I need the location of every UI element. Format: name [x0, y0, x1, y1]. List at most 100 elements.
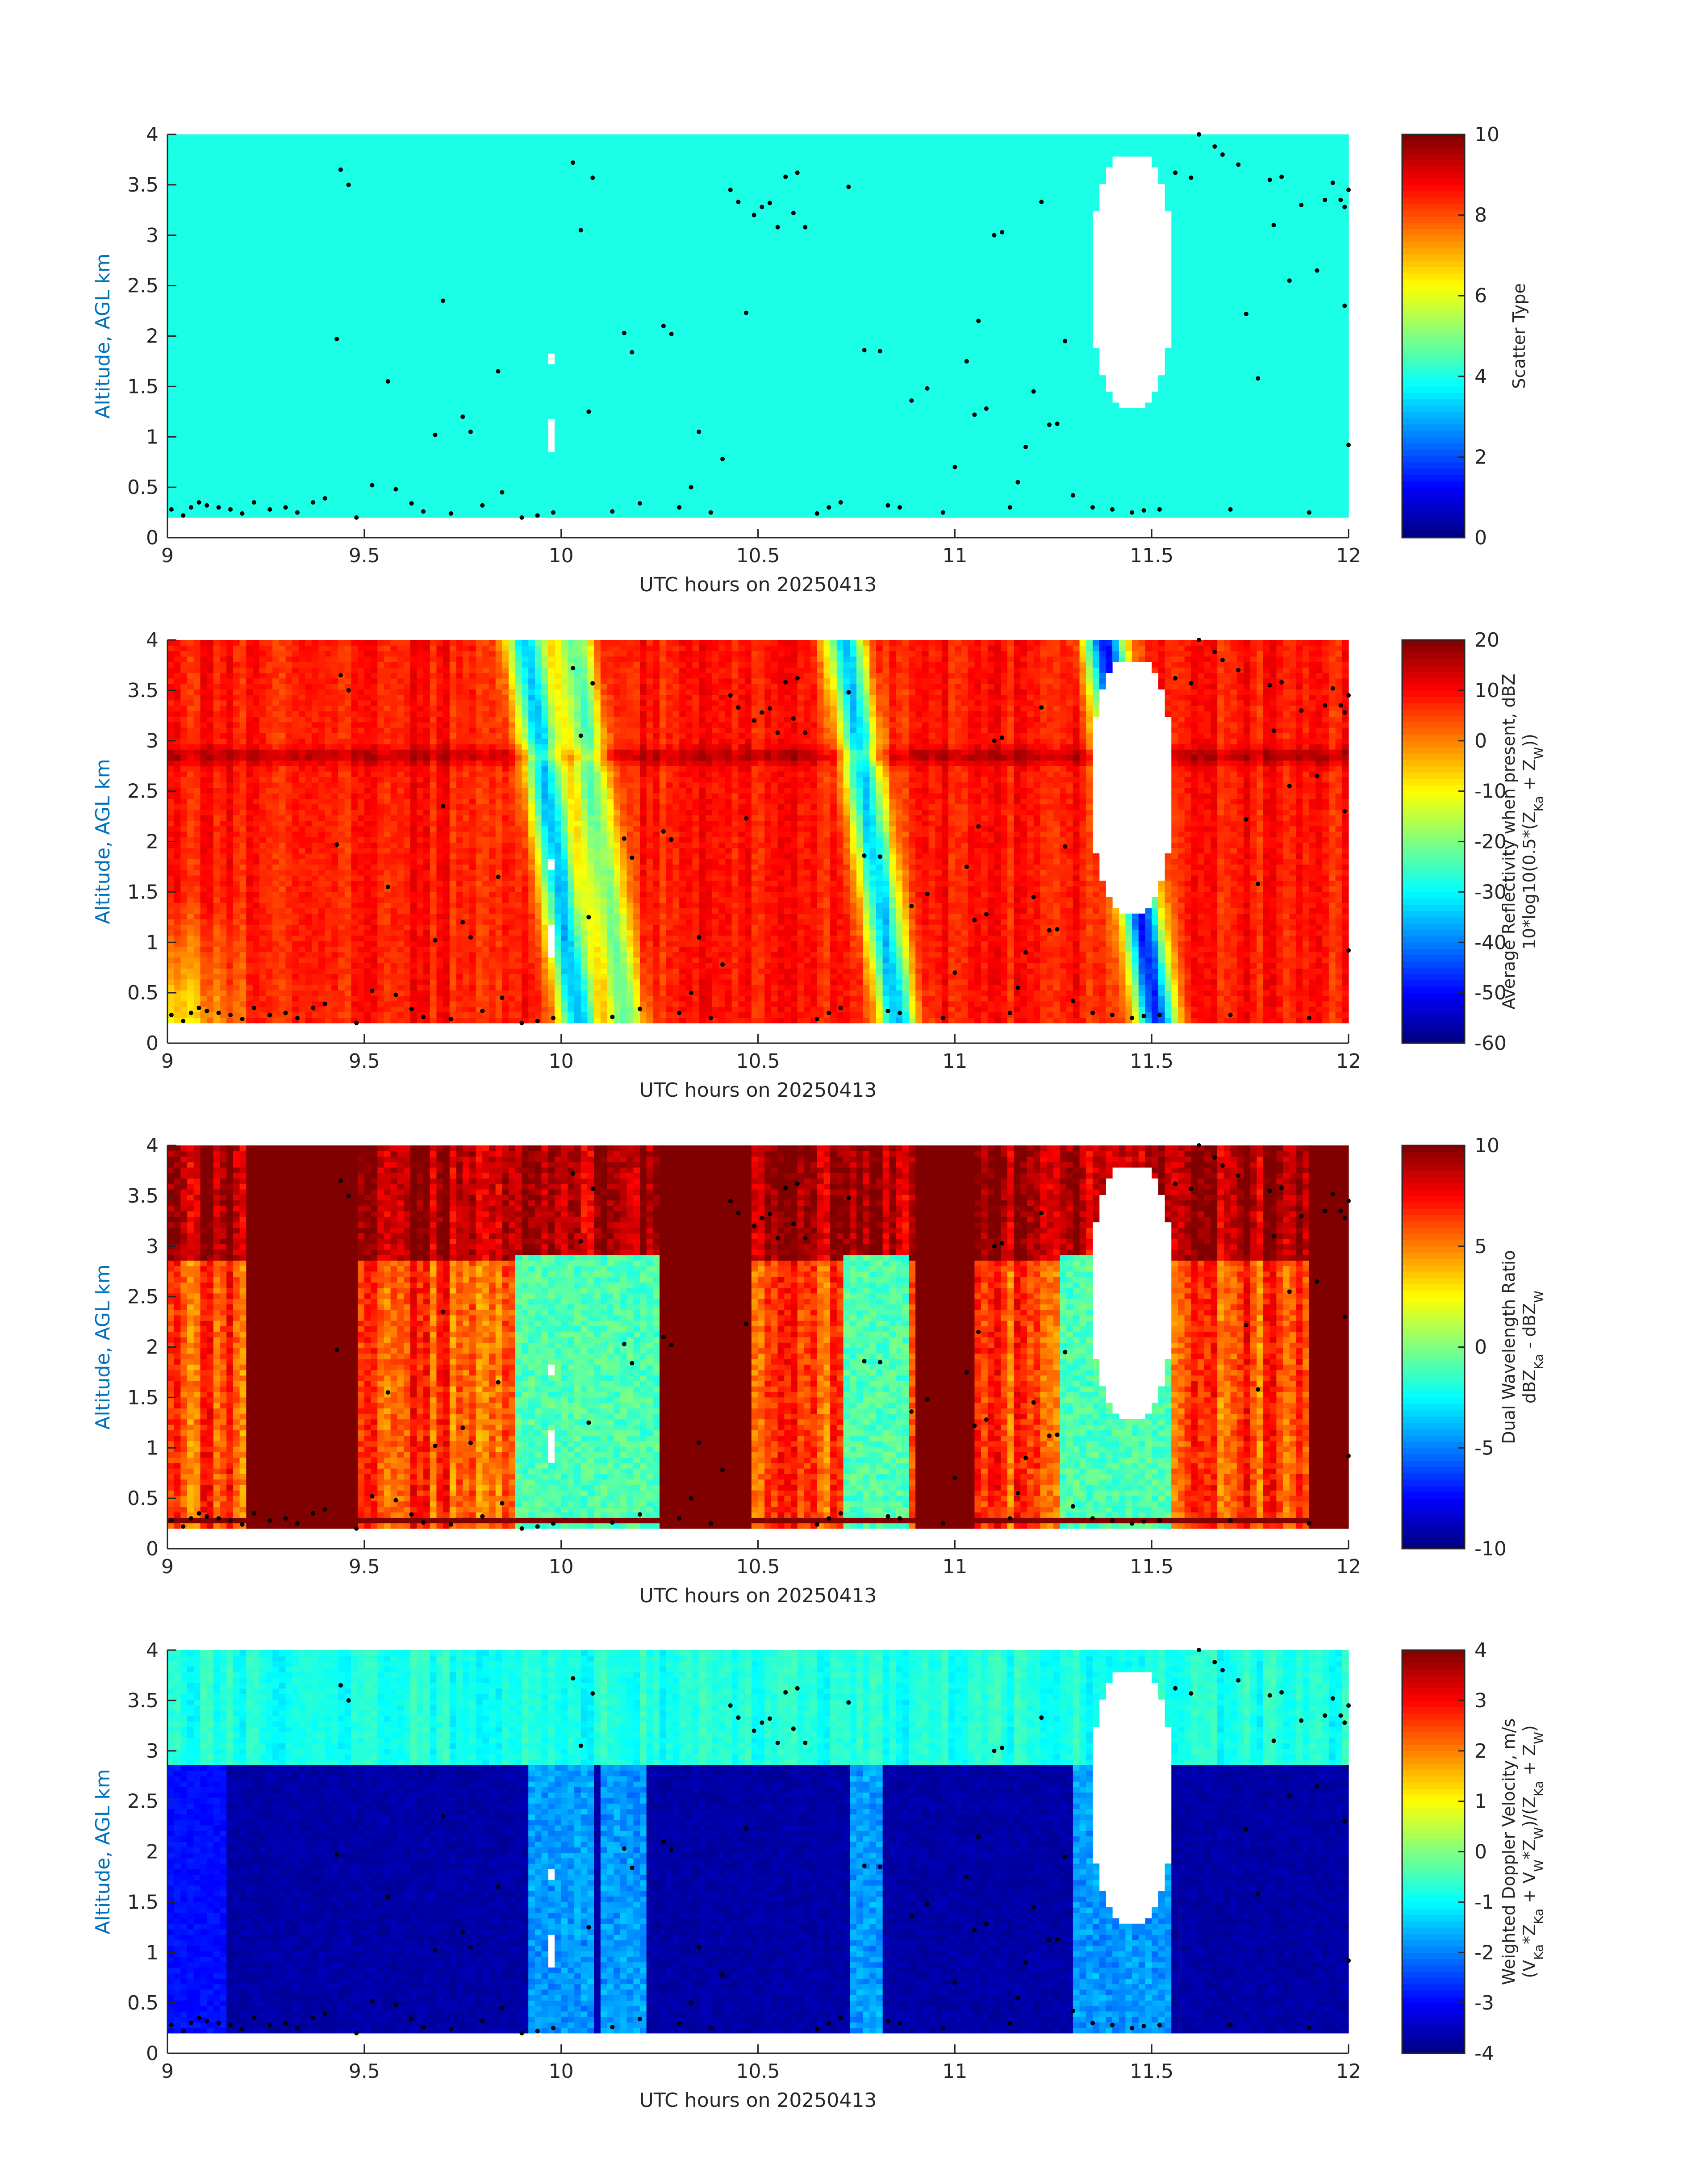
heatmap-cell [200, 309, 207, 315]
heatmap-cell [253, 167, 259, 173]
heatmap-cell [246, 321, 253, 326]
heatmap-cell [240, 321, 246, 326]
heatmap-cell [174, 200, 181, 206]
heatmap-cell [246, 386, 253, 392]
heatmap-cell [220, 321, 227, 326]
heatmap-cell [167, 364, 174, 370]
heatmap-cell [240, 430, 246, 436]
heatmap-cell [233, 452, 240, 458]
heatmap-cell [220, 380, 227, 386]
heatmap-cell [200, 156, 207, 162]
heatmap-cell [213, 359, 220, 364]
heatmap-cell [174, 353, 181, 359]
heatmap-cell [259, 463, 266, 468]
heatmap-cell [187, 233, 194, 239]
heatmap-cell [253, 337, 259, 343]
heatmap-cell [226, 156, 233, 162]
heatmap-cell [279, 375, 286, 381]
heatmap-cell [259, 380, 266, 386]
heatmap-cell [246, 227, 253, 233]
heatmap-cell [200, 162, 207, 167]
heatmap-cell [246, 375, 253, 381]
heatmap-cell [194, 380, 200, 386]
heatmap-cell [246, 364, 253, 370]
heatmap-cell [246, 277, 253, 283]
heatmap-cell [286, 205, 292, 211]
heatmap-cell [220, 364, 227, 370]
heatmap-cell [207, 474, 213, 480]
heatmap-cell [292, 227, 299, 233]
heatmap-cell [286, 304, 292, 310]
heatmap-cell [167, 397, 174, 403]
heatmap-cell [207, 304, 213, 310]
heatmap-cell [272, 468, 279, 474]
heatmap-cell [207, 430, 213, 436]
heatmap-cell [200, 205, 207, 211]
heatmap-cell [299, 430, 305, 436]
heatmap-cell [220, 485, 227, 490]
heatmap-cell [286, 146, 292, 151]
heatmap-cell [272, 441, 279, 447]
heatmap-cell [226, 189, 233, 195]
heatmap-cell [187, 178, 194, 184]
heatmap-cell [279, 233, 286, 239]
heatmap-cell [246, 184, 253, 189]
heatmap-cell [259, 414, 266, 419]
heatmap-cell [279, 452, 286, 458]
heatmap-cell [200, 343, 207, 348]
heatmap-cell [200, 447, 207, 452]
heatmap-cell [194, 343, 200, 348]
heatmap-cell [180, 392, 187, 397]
heatmap-cell [180, 479, 187, 485]
heatmap-cell [226, 205, 233, 211]
heatmap-cell [299, 315, 305, 321]
heatmap-cell [259, 353, 266, 359]
heatmap-cell [259, 288, 266, 293]
heatmap-cell [226, 447, 233, 452]
heatmap-cell [286, 408, 292, 414]
heatmap-cell [187, 146, 194, 151]
heatmap-cell [272, 271, 279, 277]
heatmap-cell [305, 457, 312, 463]
heatmap-cell [240, 414, 246, 419]
heatmap-cell [259, 386, 266, 392]
heatmap-cell [167, 321, 174, 326]
heatmap-cell [200, 457, 207, 463]
heatmap-cell [272, 512, 279, 518]
heatmap-cell [259, 140, 266, 146]
heatmap-cell [200, 211, 207, 217]
heatmap-cell [279, 260, 286, 266]
heatmap-cell [200, 282, 207, 288]
heatmap-cell [286, 353, 292, 359]
heatmap-cell [207, 233, 213, 239]
heatmap-cell [200, 419, 207, 425]
heatmap-cell [207, 140, 213, 146]
heatmap-cell [272, 331, 279, 337]
heatmap-cell [207, 370, 213, 376]
heatmap-cell [279, 496, 286, 501]
heatmap-cell [240, 217, 246, 222]
heatmap-cell [292, 501, 299, 507]
heatmap-cell [187, 184, 194, 189]
heatmap-cell [272, 134, 279, 140]
heatmap-cell [240, 435, 246, 441]
heatmap-cell [279, 156, 286, 162]
heatmap-cell [213, 238, 220, 244]
heatmap-cell [253, 463, 259, 468]
heatmap-cell [259, 479, 266, 485]
heatmap-cell [220, 162, 227, 167]
heatmap-cell [187, 255, 194, 261]
heatmap-cell [233, 266, 240, 272]
heatmap-cell [167, 463, 174, 468]
heatmap-cell [259, 134, 266, 140]
heatmap-cell [253, 359, 259, 364]
heatmap-cell [279, 222, 286, 228]
heatmap-cell [220, 244, 227, 250]
heatmap-cell [240, 173, 246, 179]
heatmap-cell [207, 364, 213, 370]
heatmap-cell [194, 425, 200, 430]
heatmap-cell [240, 227, 246, 233]
heatmap-cell [266, 167, 272, 173]
heatmap-cell [240, 309, 246, 315]
heatmap-cell [286, 222, 292, 228]
